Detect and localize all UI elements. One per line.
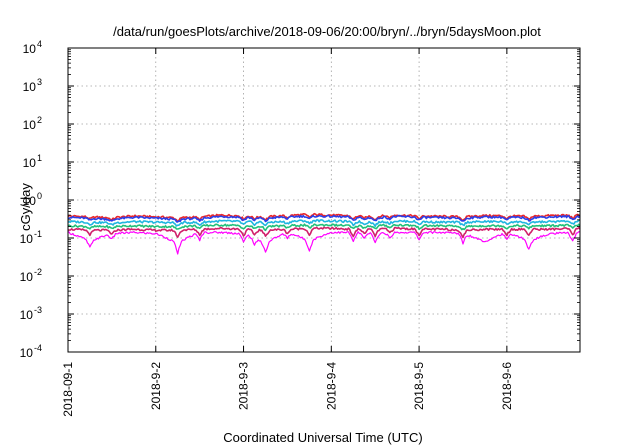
y-tick-exponent: 3 (37, 77, 42, 87)
series-layer (67, 212, 581, 255)
x-ticks: 2018-09-1 2018-9-2 2018-9-3 2018-9-4 2018-9-… (61, 48, 514, 417)
series-line-3 (67, 219, 581, 228)
grid (68, 48, 580, 352)
x-tick-label: 2018-09-1 (61, 362, 75, 417)
y-tick-label: 100 (23, 191, 42, 208)
series-line-2 (67, 214, 581, 223)
series-line-4 (67, 223, 581, 232)
y-tick-exponent: -4 (34, 343, 42, 353)
x-axis-label: Coordinated Universal Time (UTC) (223, 430, 422, 445)
series-line-5 (67, 226, 581, 239)
y-tick-label: 10-3 (20, 305, 42, 322)
x-tick-label: 2018-9-3 (237, 362, 251, 410)
y-tick-exponent: -1 (34, 229, 42, 239)
y-tick-exponent: 0 (37, 191, 42, 201)
y-axis-label: cGy/day (18, 183, 33, 231)
y-tick-exponent: 1 (37, 153, 42, 163)
y-tick-label: 10-2 (20, 267, 42, 284)
y-tick-label: 102 (23, 115, 42, 132)
y-tick-label: 101 (23, 153, 42, 170)
x-tick-label: 2018-9-2 (149, 362, 163, 410)
series-line-1 (67, 212, 581, 223)
y-tick-label: 104 (23, 39, 42, 56)
y-tick-exponent: -2 (34, 267, 42, 277)
series-line-6 (67, 230, 581, 255)
x-tick-label: 2018-9-4 (324, 362, 338, 410)
y-tick-label: 103 (23, 77, 42, 94)
y-tick-label: 10-4 (20, 343, 42, 360)
x-tick-label: 2018-9-6 (500, 362, 514, 410)
y-tick-label: 10-1 (20, 229, 42, 246)
y-tick-exponent: 2 (37, 115, 42, 125)
chart-title: /data/run/goesPlots/archive/2018-09-06/2… (113, 24, 541, 39)
x-tick-label: 2018-9-5 (412, 362, 426, 410)
y-tick-exponent: 4 (37, 39, 42, 49)
y-tick-exponent: -3 (34, 305, 42, 315)
